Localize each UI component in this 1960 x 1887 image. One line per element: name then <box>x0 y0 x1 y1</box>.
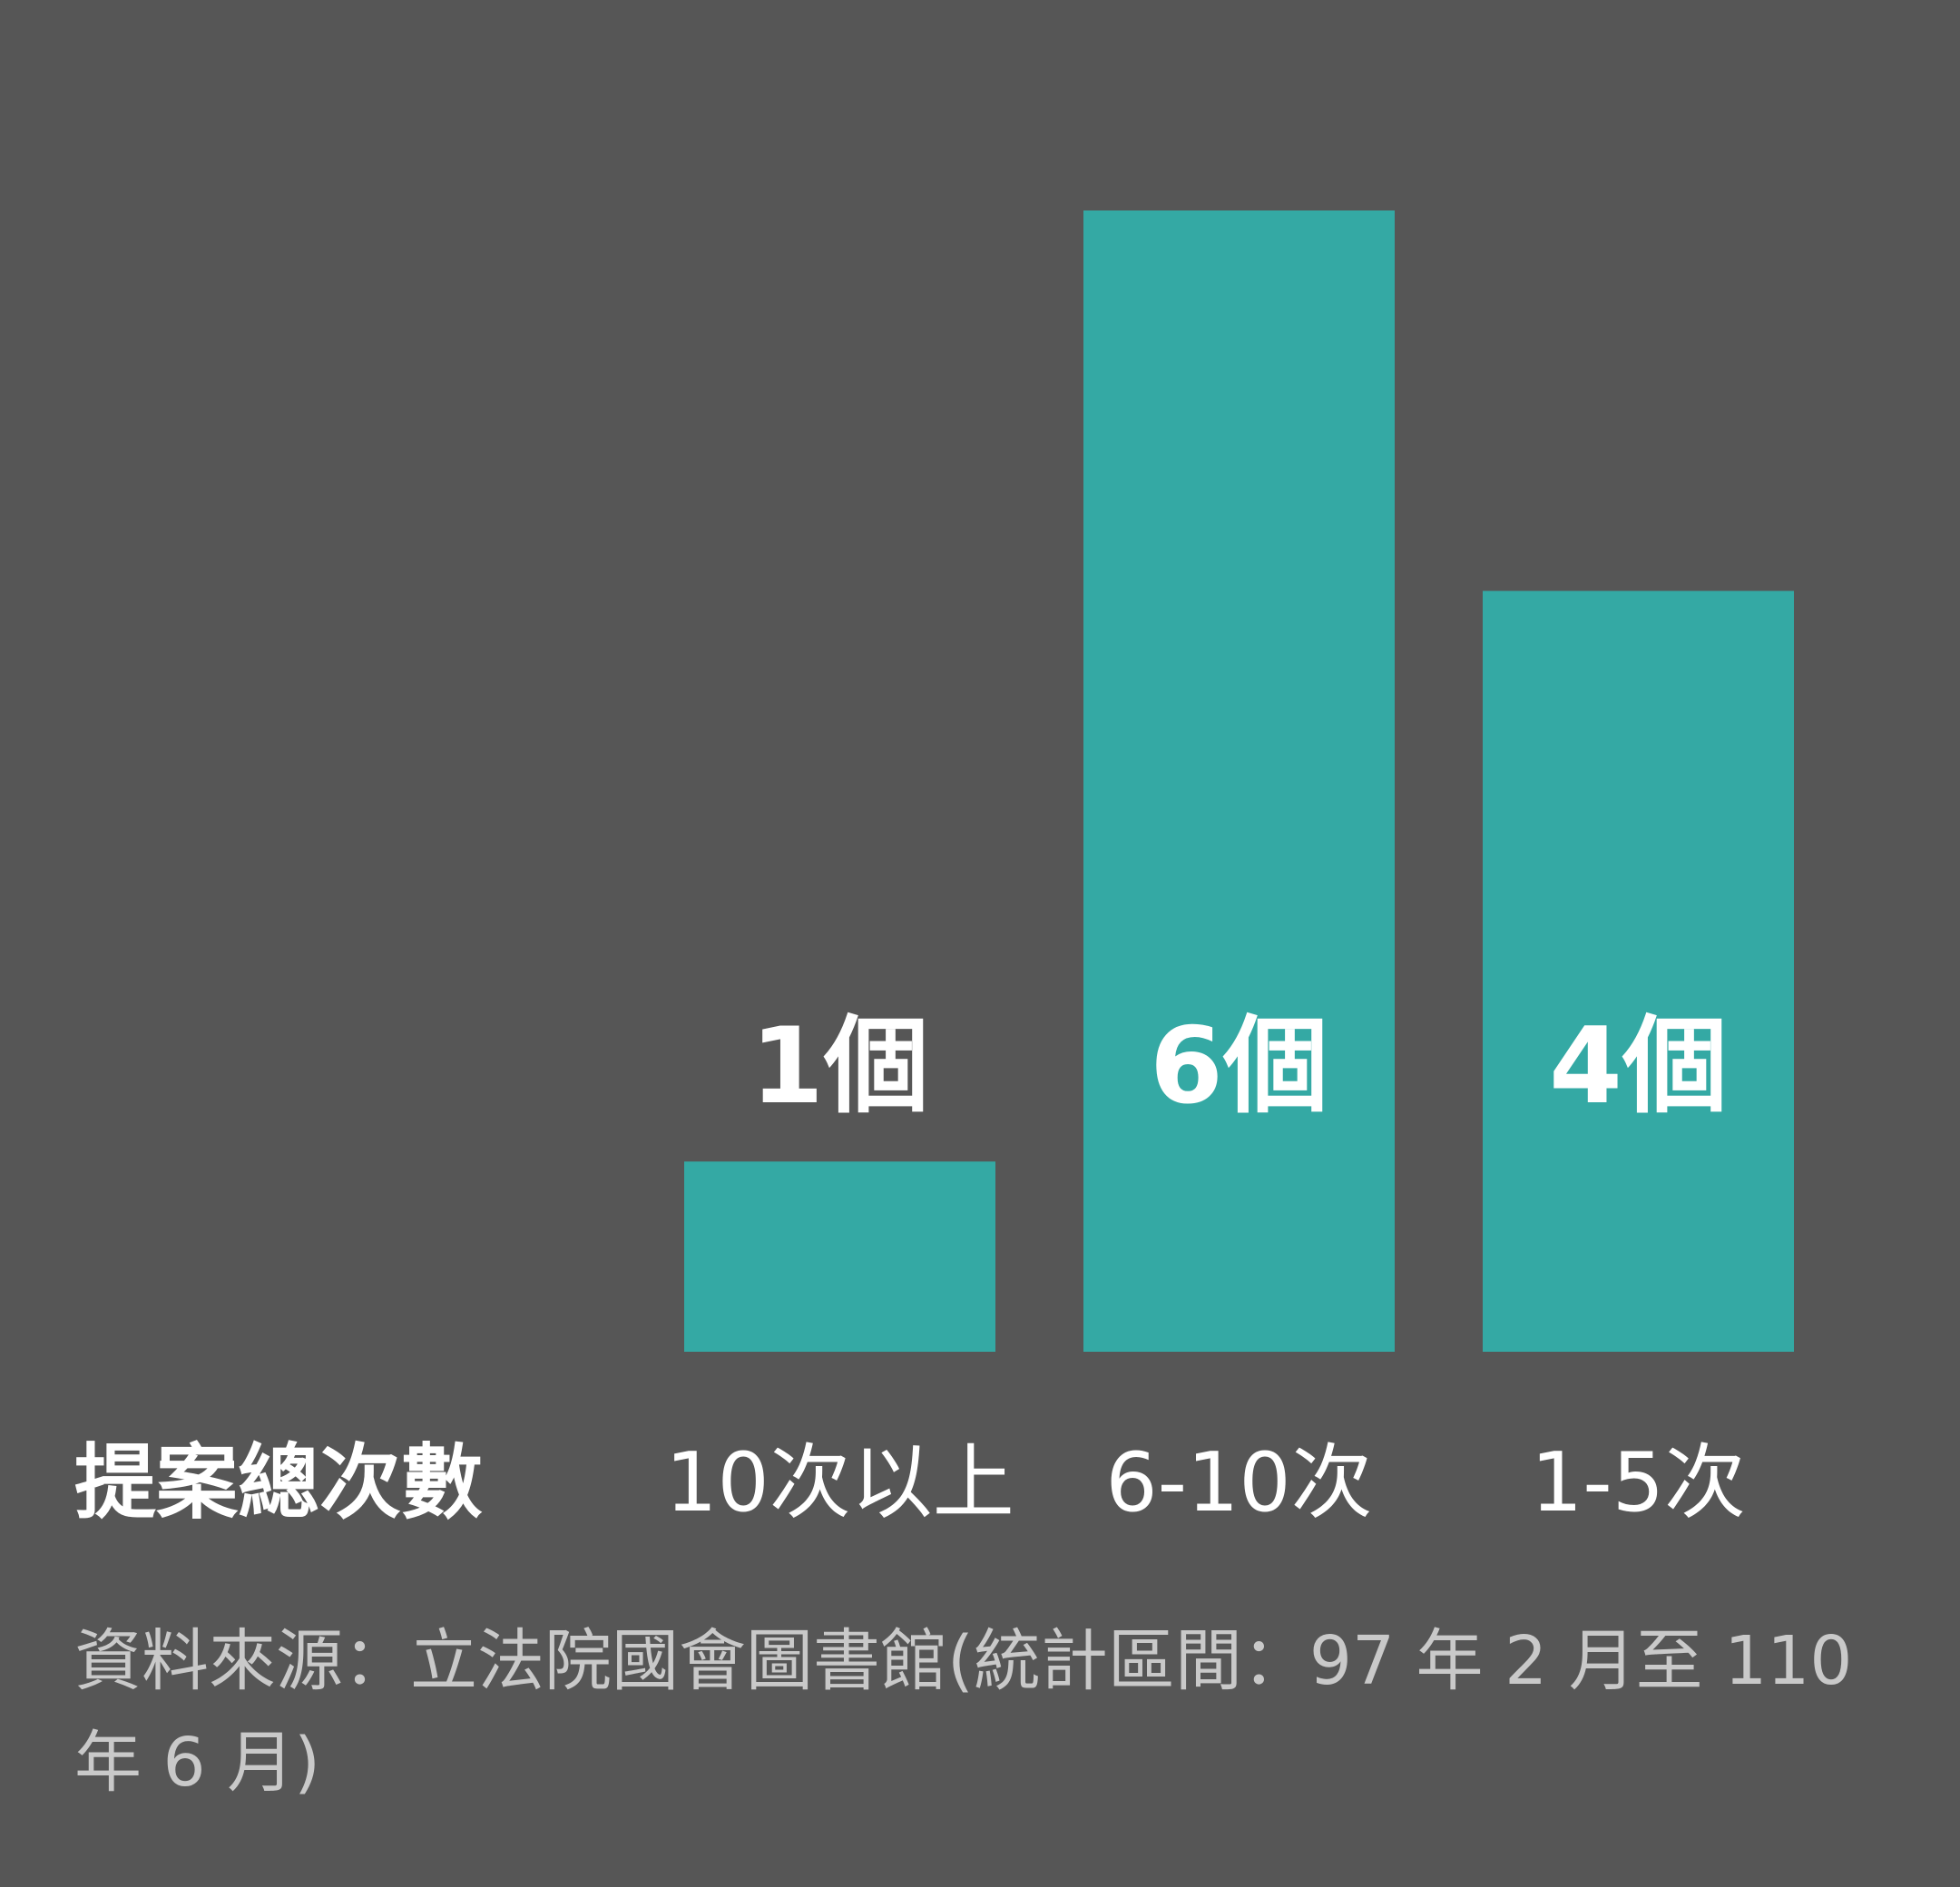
axis-title: 提案總次數 <box>74 1435 483 1530</box>
source-note: 資料來源：立法院國會圖書館(統計區間：97 年 2 月至 110 年 6 月) <box>74 1622 1853 1802</box>
value-label-3: 4個 <box>1549 1005 1728 1128</box>
bar-1 <box>684 1161 995 1352</box>
bar-3 <box>1483 591 1794 1352</box>
bars-group: 1個 10次以上 6個 6-10次 4個 1-5次 <box>665 210 1794 1530</box>
category-label-3: 1-5次 <box>1531 1435 1746 1530</box>
bar-2 <box>1083 210 1395 1352</box>
category-label-2: 6-10次 <box>1105 1435 1372 1530</box>
value-label-2: 6個 <box>1150 1005 1328 1128</box>
value-label-1: 1個 <box>750 1005 929 1128</box>
category-label-1: 10次以上 <box>665 1435 1014 1530</box>
